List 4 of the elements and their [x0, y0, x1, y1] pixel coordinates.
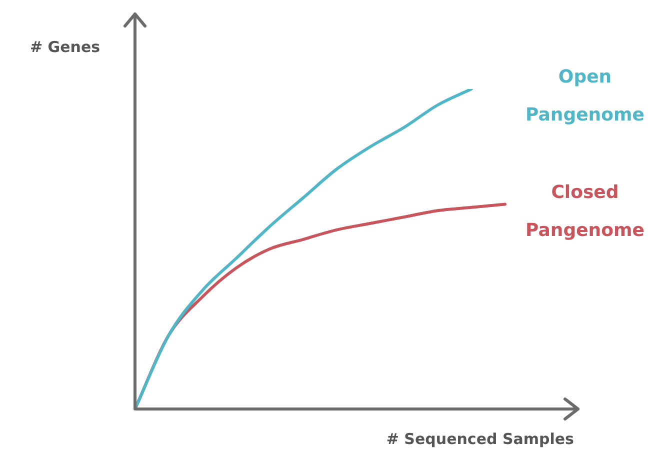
- x-axis-title: # Sequenced Samples: [386, 430, 574, 448]
- y-axis-title: # Genes: [30, 38, 100, 56]
- text: Open Pangenome: [526, 66, 644, 126]
- series-label: Closed Pangenome: [526, 182, 644, 241]
